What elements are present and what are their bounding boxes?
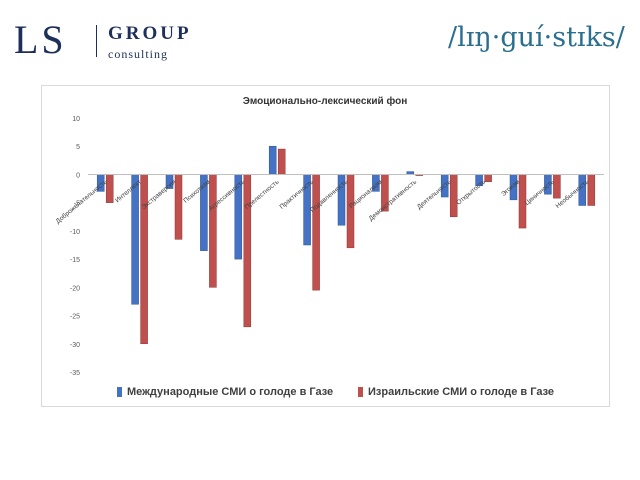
chart-frame: Эмоционально-лексический фон 10 5 0 -5 -10 -1… — [41, 85, 610, 407]
bars — [96, 145, 596, 345]
bar-israeli — [587, 174, 596, 206]
bar-israeli — [346, 174, 355, 249]
bar-israeli — [484, 174, 492, 183]
linguistiks-logo: /lɪŋ·guí·stɪks/ — [448, 22, 625, 53]
bar-international — [131, 174, 139, 305]
bar-israeli — [105, 174, 114, 203]
chart-title: Эмоционально-лексический фон — [243, 95, 407, 107]
x-tick-label: Открытость — [455, 178, 487, 206]
bar-israeli — [209, 174, 217, 288]
bar-israeli — [449, 174, 458, 218]
bar-israeli — [243, 174, 252, 328]
y-tick-label: 0 — [76, 172, 80, 179]
y-tick-label: 5 — [76, 144, 80, 151]
y-tick-label: -35 — [70, 370, 80, 377]
ls-group-logo-word: GROUP — [108, 23, 192, 44]
y-tick-label: -5 — [74, 201, 80, 208]
bar-international — [268, 145, 277, 175]
legend-label-israeli: Израильские СМИ о голоде в Газе — [368, 386, 555, 398]
legend-swatch-israeli — [358, 387, 363, 397]
legend-label-international: Международные СМИ о голоде в Газе — [127, 386, 334, 398]
bar-israeli — [553, 174, 561, 199]
y-tick-label: -10 — [70, 229, 80, 236]
ls-group-logo: LS GROUP consulting — [14, 16, 204, 66]
ls-group-logo-divider — [96, 25, 97, 57]
legend-swatch-international — [117, 387, 122, 397]
y-axis-ticks: 10 5 0 -5 -10 -15 -20 -25 -30 -35 — [70, 116, 80, 377]
ls-group-logo-sub: consulting — [108, 47, 168, 61]
y-tick-label: -15 — [70, 257, 80, 264]
bar-israeli — [277, 148, 286, 175]
bar-chart: Эмоционально-лексический фон 10 5 0 -5 -10 -1… — [54, 95, 604, 377]
x-tick-label: Доброжелательность — [54, 177, 109, 225]
ls-group-logo-mark: LS — [14, 17, 67, 62]
legend: Международные СМИ о голоде в Газе Израил… — [117, 384, 597, 400]
y-tick-label: -25 — [70, 314, 80, 321]
y-tick-label: -30 — [70, 342, 80, 349]
bar-israeli — [312, 174, 320, 291]
y-tick-label: 10 — [72, 116, 80, 123]
y-tick-label: -20 — [70, 285, 80, 292]
